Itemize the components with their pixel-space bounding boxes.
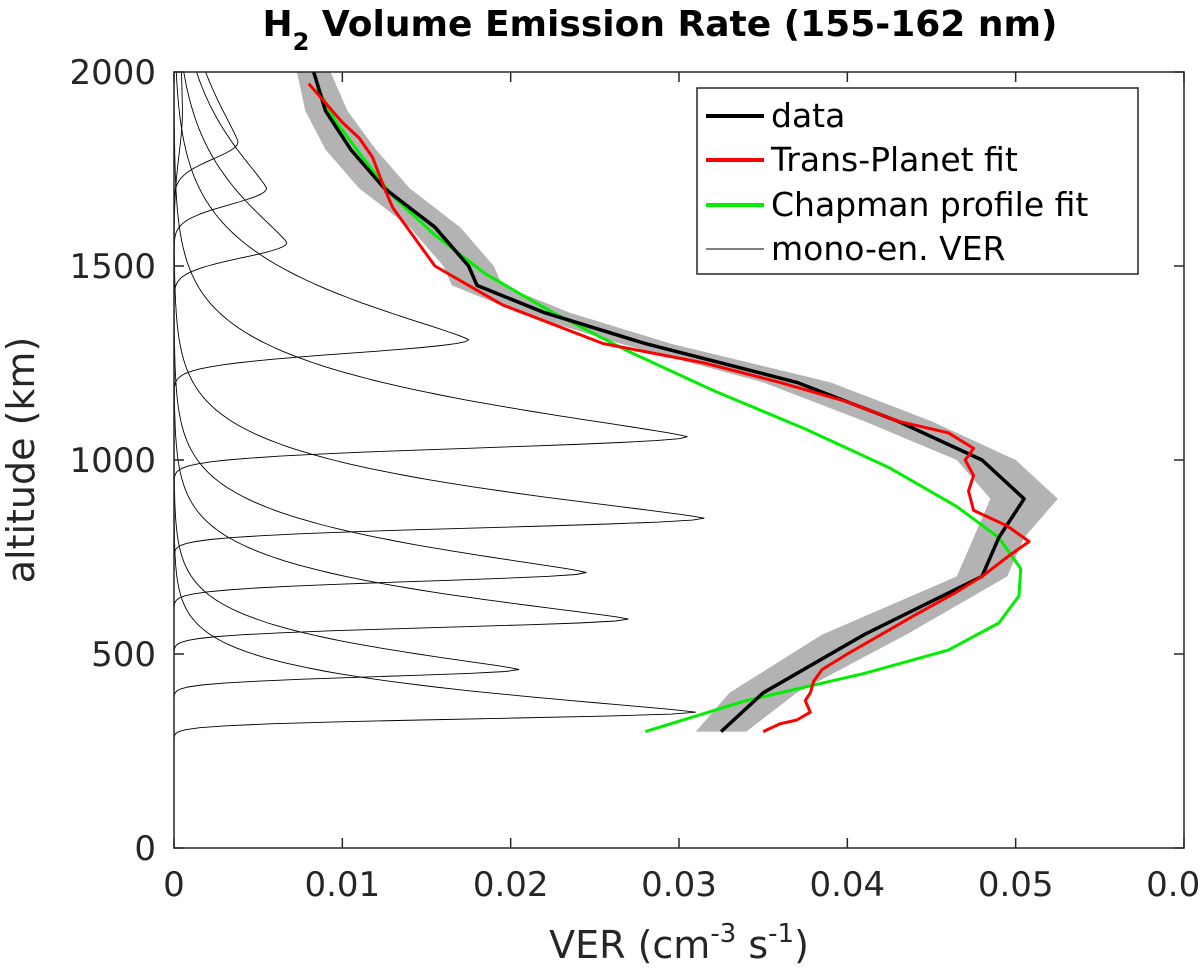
x-tick-label: 0.03 [641, 865, 717, 905]
x-tick-label: 0 [163, 865, 185, 905]
x-tick-label: 0.04 [809, 865, 885, 905]
legend-label-data: data [771, 96, 845, 135]
mono-energy-ver-curve-5 [173, 71, 470, 848]
chart-title: H2 Volume Emission Rate (155-162 nm) [263, 4, 1058, 56]
mono-energy-ver-layer [173, 71, 705, 848]
chart-title-rest: Volume Emission Rate (155-162 nm) [309, 4, 1057, 45]
mono-energy-ver-curve-7 [173, 72, 705, 848]
x-axis-title-sup2: -1 [768, 919, 794, 949]
x-ticks: 0 0.01 0.02 0.03 0.04 0.05 0.06 [163, 72, 1200, 905]
chapman-profile-fit-line [315, 86, 1023, 734]
legend-label-trans-planet: Trans-Planet fit [770, 140, 1018, 179]
y-axis-title: altitude (km) [0, 337, 43, 584]
x-axis-title-sup1: -3 [710, 919, 736, 949]
y-tick-label: 1000 [69, 441, 156, 481]
y-ticks: 0 500 1000 1500 2000 [69, 53, 1184, 869]
y-tick-label: 500 [91, 635, 156, 675]
x-axis-title: VER (cm-3 s-1) [549, 919, 809, 967]
legend-box [696, 87, 1139, 275]
series-layer [307, 71, 1031, 734]
x-tick-label: 0.02 [473, 865, 549, 905]
legend-label-chapman: Chapman profile fit [771, 185, 1088, 224]
legend-label-mono-en: mono-en. VER [771, 229, 1006, 268]
data-line [312, 71, 1026, 733]
y-tick-label: 2000 [69, 53, 156, 93]
chart-title-subscript: 2 [293, 28, 310, 56]
x-axis-title-b: s [736, 923, 768, 967]
x-tick-label: 0.05 [978, 865, 1054, 905]
y-tick-label: 1500 [69, 247, 156, 287]
legend: data Trans-Planet fit Chapman profile fi… [696, 87, 1139, 275]
x-tick-label: 0.06 [1146, 865, 1200, 905]
mono-energy-ver-curve-11 [173, 72, 696, 848]
x-axis-title-c: ) [794, 923, 809, 967]
x-axis-title-a: VER (cm [549, 923, 710, 967]
x-tick-label: 0.01 [304, 865, 380, 905]
chart-title-main: H [263, 4, 293, 45]
y-tick-label: 0 [134, 829, 156, 869]
mono-energy-ver-curve-6 [173, 72, 688, 848]
mono-energy-ver-curve-3 [173, 71, 268, 848]
trans-planet-fit-line [307, 82, 1031, 733]
